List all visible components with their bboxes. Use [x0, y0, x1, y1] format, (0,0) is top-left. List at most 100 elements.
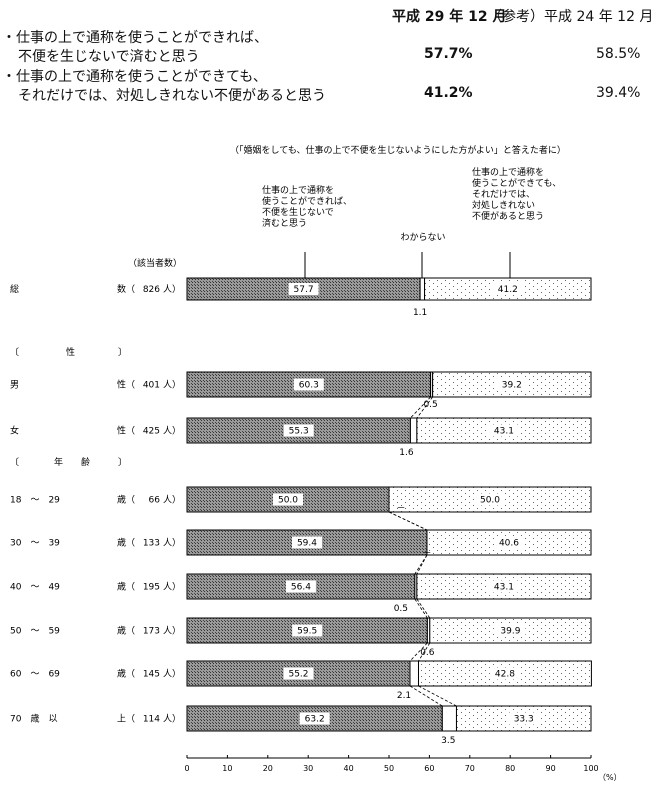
row-label-suffix: 数（ — [117, 283, 135, 295]
col-reference-header: （参考）平成 24 年 12 月 — [488, 9, 654, 25]
row-count: 195 — [143, 583, 160, 593]
row-label-suffix: 歳（ — [117, 625, 135, 637]
value-label: 57.7 — [294, 285, 314, 295]
series-label-line: 使うことができても、 — [472, 177, 561, 189]
row-count: 145 — [143, 670, 160, 680]
series-label-line: 対処しきれない — [472, 199, 535, 211]
value-label: 43.1 — [494, 583, 514, 593]
value-label: 39.2 — [502, 381, 522, 391]
value-label: 60.3 — [299, 381, 319, 391]
row-label-suffix: 歳（ — [117, 668, 135, 680]
bar-segment-unknown — [409, 660, 419, 687]
row-label: 女 — [10, 425, 19, 437]
value-label: 50.0 — [278, 496, 298, 506]
unknown-value-label: 2.1 — [397, 691, 411, 701]
x-tick-label: 50 — [384, 764, 394, 773]
summary-row1-reference: 58.5% — [596, 46, 641, 62]
value-label-bg — [493, 536, 524, 549]
row-count-unit: 人） — [163, 669, 181, 680]
x-tick-label: 90 — [546, 764, 556, 773]
unknown-value-label: 0.6 — [420, 648, 435, 658]
series-label-line: わからない — [400, 232, 445, 243]
count-header: （該当者数） — [128, 257, 182, 269]
col-current-header: 平成 29 年 12 月 — [392, 9, 507, 25]
connector-line — [418, 685, 457, 707]
unknown-value-label: 3.5 — [441, 736, 455, 746]
connector-line — [388, 511, 428, 531]
series-label-line: 不便を生じないで — [262, 206, 334, 218]
value-label-bg — [489, 667, 520, 680]
row-label-suffix: 性（ — [117, 379, 135, 391]
row-count-unit: 人） — [163, 284, 181, 295]
value-label: 55.3 — [289, 427, 309, 437]
group-header-label: 性 — [66, 346, 75, 358]
value-label-bg — [496, 378, 527, 391]
value-label-bg — [291, 536, 322, 549]
group-header-close: 〕 — [118, 347, 127, 358]
connector-line — [409, 685, 443, 707]
value-label: 59.4 — [297, 539, 317, 549]
unknown-value-label: 0.5 — [423, 400, 437, 410]
row-count-unit: 人） — [163, 626, 181, 637]
row-label: 30 ～ 39 — [10, 539, 60, 549]
x-unit-label: （%） — [598, 773, 622, 782]
row-label-suffix: 歳（ — [117, 537, 135, 549]
series-label-line: それだけでは、 — [472, 189, 535, 200]
x-tick-label: 20 — [263, 764, 273, 773]
unknown-value-label: 0.5 — [394, 604, 408, 614]
summary-row1-line1: ・仕事の上で通称を使うことができれば、 — [2, 30, 268, 46]
value-label-bg — [283, 424, 314, 437]
value-label-bg — [285, 580, 316, 593]
value-label-bg — [299, 712, 330, 725]
bar-segment-yes — [186, 417, 411, 444]
group-header-label: 年 齢 — [54, 456, 90, 468]
row-count: 425 — [143, 427, 160, 437]
series-label-line: 仕事の上で通称を — [262, 184, 334, 196]
value-label: 41.2 — [498, 285, 518, 295]
value-label-bg — [495, 624, 526, 637]
row-label-suffix: 上（ — [117, 714, 135, 725]
value-label: 55.2 — [288, 670, 308, 680]
series-label-line: 使うことができれば、 — [262, 195, 352, 207]
row-label-suffix: 歳（ — [117, 581, 135, 593]
value-label-bg — [293, 378, 324, 391]
connector-line — [416, 598, 431, 619]
chart-subtitle: （「婚姻をしても、仕事の上で不便を生じないようにした方がよい」と答えた者に） — [230, 144, 566, 156]
unknown-value-label: 1.6 — [399, 448, 414, 458]
series-label-line: 仕事の上で通称を — [472, 166, 544, 178]
group-header-open: 〔 — [10, 457, 19, 468]
row-count-unit: 人） — [163, 582, 181, 593]
value-label: 42.8 — [495, 670, 515, 680]
value-label-bg — [292, 624, 323, 637]
row-label: 50 ～ 59 — [10, 627, 60, 637]
bar-segment-unknown — [409, 417, 418, 444]
connector-line — [414, 554, 428, 575]
value-label: 39.9 — [500, 627, 520, 637]
group-header-close: 〕 — [118, 457, 127, 468]
row-label: 40 ～ 49 — [10, 583, 60, 593]
row-label-suffix: 歳（ — [117, 494, 135, 506]
row-count: 114 — [143, 715, 160, 725]
row-label: 男 — [10, 380, 19, 391]
value-label: 63.2 — [305, 715, 325, 725]
value-label-bg — [283, 667, 314, 680]
row-count: 401 — [143, 381, 160, 391]
row-count: 66 — [149, 496, 161, 506]
value-label: 50.0 — [480, 496, 500, 506]
value-label-bg — [508, 712, 539, 725]
summary-row1-current: 57.7% — [424, 46, 473, 62]
group-header-open: 〔 — [10, 347, 19, 358]
summary-row1-line2: 不便を生じないで済むと思う — [18, 49, 200, 65]
value-label-bg — [288, 283, 319, 295]
summary-row2-reference: 39.4% — [596, 85, 641, 101]
value-label: 59.5 — [297, 627, 317, 637]
series-label-line: 不便があると思う — [472, 210, 544, 222]
row-count: 826 — [143, 285, 160, 295]
row-label: 総 — [10, 283, 19, 295]
row-count-unit: 人） — [163, 714, 181, 725]
value-label-bg — [273, 493, 303, 506]
connector-line — [414, 598, 428, 619]
row-count-unit: 人） — [163, 426, 181, 437]
row-label-suffix: 性（ — [117, 425, 135, 437]
row-count-unit: 人） — [163, 495, 181, 506]
